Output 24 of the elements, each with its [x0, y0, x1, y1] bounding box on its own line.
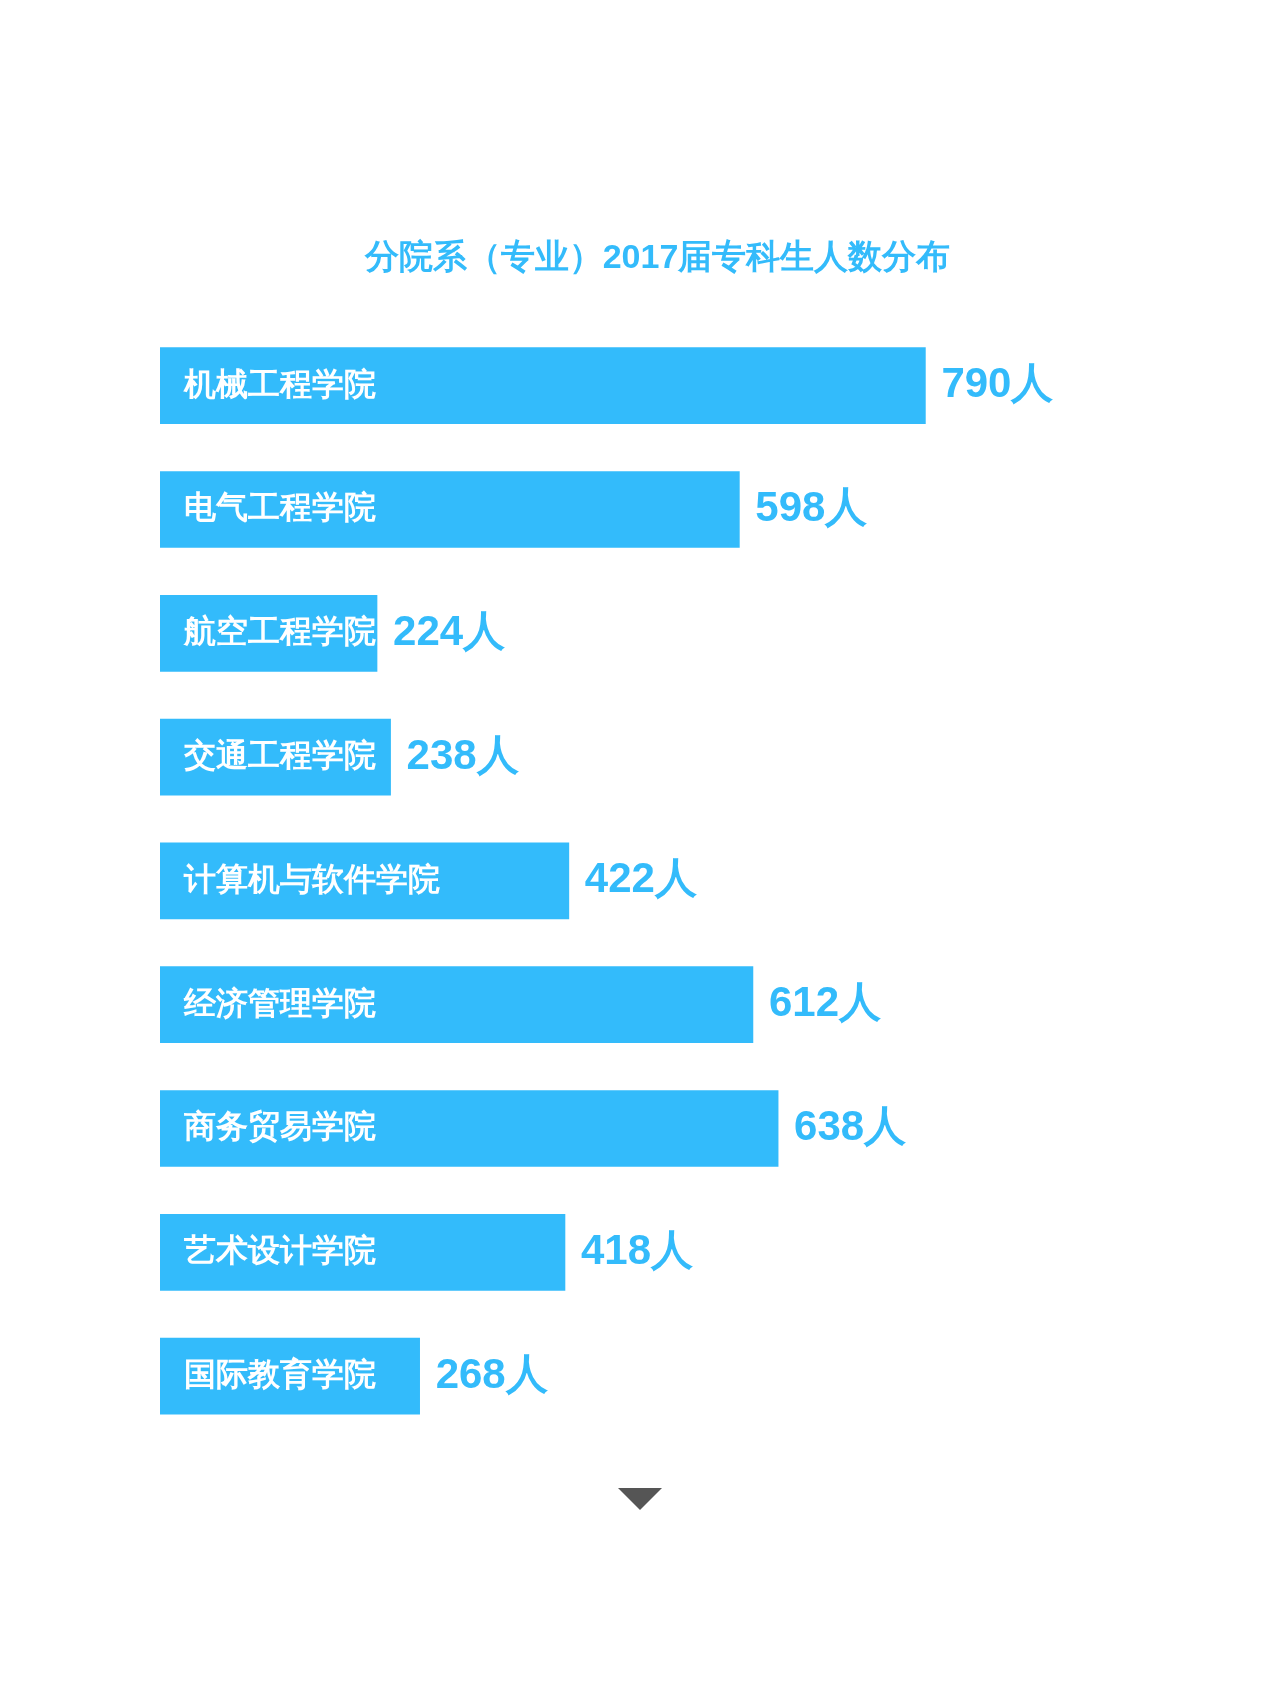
data-label: 238人	[406, 730, 519, 778]
bar	[160, 347, 926, 425]
bar	[160, 1090, 779, 1167]
y-tick-label: 计算机与软件学院	[183, 860, 440, 897]
y-tick-label: 交通工程学院	[183, 736, 376, 773]
data-label: 422人	[584, 854, 697, 902]
data-label: 638人	[794, 1102, 907, 1150]
y-tick-label: 艺术设计学院	[183, 1232, 376, 1269]
data-label: 224人	[393, 606, 506, 654]
bar	[160, 966, 754, 1044]
y-tick-label: 商务贸易学院	[184, 1108, 376, 1145]
y-tick-label: 机械工程学院	[183, 365, 376, 402]
data-label: 418人	[580, 1225, 694, 1273]
data-label: 598人	[755, 483, 868, 531]
chart-title: 分院系（专业）2017届专科生人数分布	[363, 236, 951, 275]
y-tick-label: 国际教育学院	[184, 1355, 376, 1392]
data-label: 790人	[941, 359, 1054, 407]
bar	[160, 1213, 566, 1291]
y-tick-label: 经济管理学院	[183, 984, 376, 1021]
bar	[160, 471, 740, 548]
data-label: 268人	[435, 1349, 548, 1397]
y-tick-label: 电气工程学院	[184, 489, 376, 526]
y-tick-label: 航空工程学院	[183, 613, 376, 650]
data-label: 612人	[768, 978, 882, 1026]
